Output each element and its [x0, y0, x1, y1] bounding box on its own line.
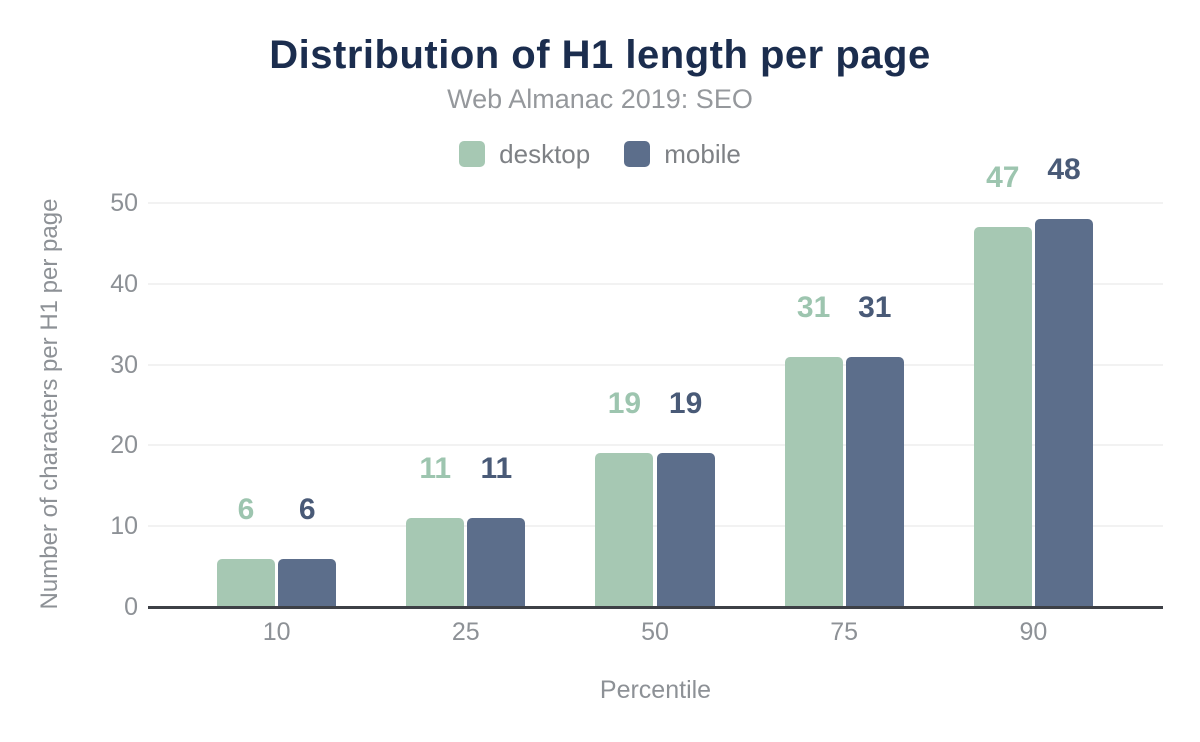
legend-item-desktop[interactable]: desktop	[459, 141, 590, 167]
bar-value-label-mobile-p50: 19	[668, 387, 703, 421]
bar-mobile-p75	[845, 356, 904, 607]
y-tick-label-40: 40	[110, 269, 138, 298]
legend-label-desktop: desktop	[499, 139, 591, 169]
gridline-20	[148, 444, 1163, 447]
bar-desktop-p10	[217, 558, 275, 607]
bar-desktop-p50	[595, 453, 654, 607]
bar-value-label-mobile-p10: 6	[298, 492, 316, 526]
y-tick-label-50: 50	[110, 189, 138, 217]
bar-desktop-p75	[784, 356, 843, 607]
y-axis-title: Number of characters per H1 per page	[36, 198, 63, 610]
bar-mobile-p10	[278, 558, 337, 607]
x-tick-label-25: 25	[451, 618, 480, 646]
x-tick-label-50: 50	[641, 618, 669, 646]
legend-swatch-icon-mobile	[624, 141, 651, 167]
bar-value-label-desktop-p10: 6	[237, 492, 255, 526]
gridline-30	[148, 363, 1163, 366]
y-tick-label-30: 30	[110, 350, 138, 379]
chart-subtitle: Web Almanac 2019: SEO	[447, 84, 753, 114]
x-tick-label-90: 90	[1019, 618, 1048, 646]
bar-value-label-mobile-p25: 11	[480, 452, 513, 486]
y-tick-label-0: 0	[124, 593, 138, 621]
chart-title: Distribution of H1 length per page	[269, 33, 931, 77]
y-tick-label-10: 10	[110, 512, 138, 541]
bar-desktop-p90	[973, 227, 1032, 607]
bar-value-label-mobile-p90: 48	[1047, 153, 1081, 187]
gridline-50	[148, 202, 1163, 204]
legend-swatch-icon-desktop	[459, 141, 486, 167]
legend: desktop mobile	[0, 141, 1200, 167]
x-tick-label-75: 75	[830, 618, 859, 646]
bar-desktop-p25	[406, 518, 465, 607]
gridline-40	[148, 282, 1163, 285]
bar-value-label-desktop-p50: 19	[607, 387, 642, 421]
legend-label-mobile: mobile	[664, 139, 741, 169]
gridline-10	[148, 525, 1163, 528]
x-axis-title: Percentile	[599, 676, 712, 704]
legend-item-mobile[interactable]: mobile	[624, 141, 741, 167]
bar-mobile-p25	[467, 518, 526, 607]
y-tick-label-20: 20	[110, 431, 138, 460]
bar-value-label-mobile-p75: 31	[858, 290, 892, 324]
bar-mobile-p50	[656, 453, 715, 607]
bar-value-label-desktop-p90: 47	[986, 161, 1020, 195]
bar-mobile-p90	[1035, 219, 1093, 607]
bar-value-label-desktop-p75: 31	[796, 290, 831, 324]
bar-value-label-desktop-p25: 11	[419, 452, 452, 486]
x-axis-line	[148, 606, 1163, 609]
x-tick-label-10: 10	[262, 618, 291, 646]
